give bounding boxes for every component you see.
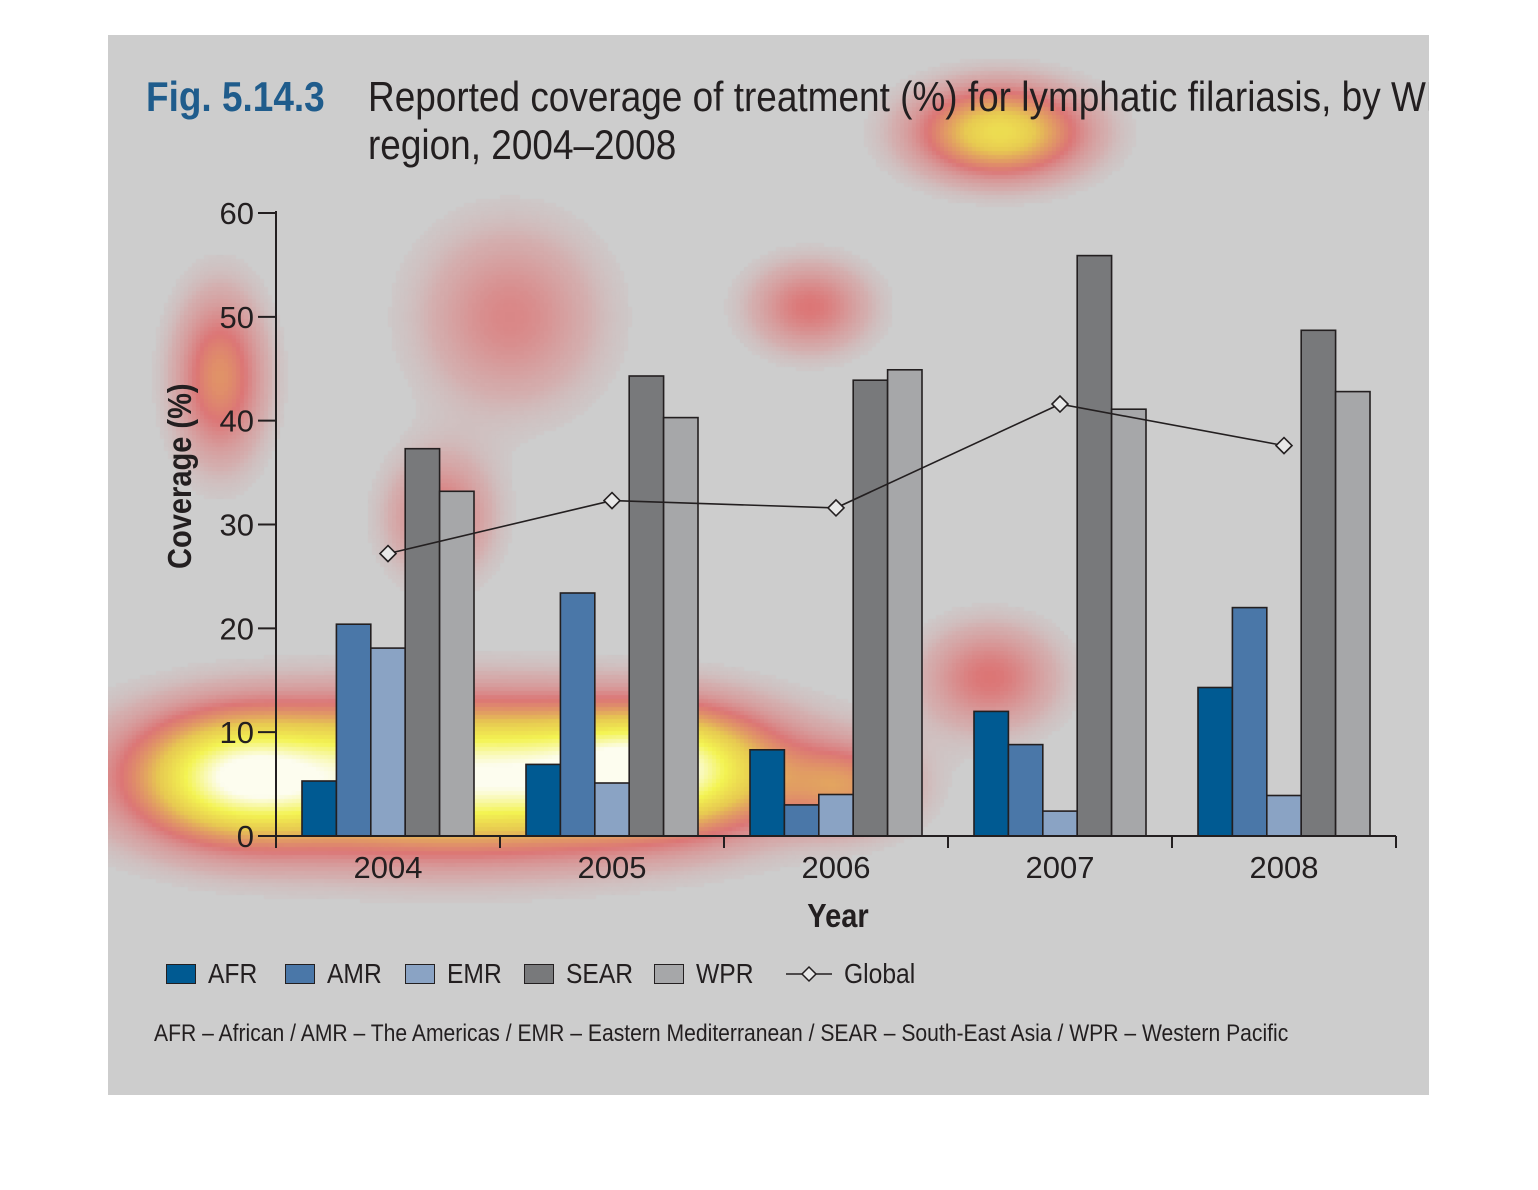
bar-chart: 0 10 20 30 40 50 60 2004 2005 2006 2007 2008 bbox=[220, 196, 1397, 885]
bar-wpr-2005 bbox=[662, 416, 699, 837]
y-tick-label: 0 bbox=[237, 819, 254, 854]
bar-wpr-2004 bbox=[438, 490, 475, 837]
global-line-layer bbox=[378, 394, 1294, 563]
x-tick-label-2004: 2004 bbox=[354, 850, 423, 885]
y-tick-label: 10 bbox=[220, 715, 254, 750]
legend-swatch-wpr bbox=[654, 964, 684, 984]
bar-emr-2008 bbox=[1266, 794, 1303, 837]
attention-heatmap-overlay bbox=[108, 35, 1429, 1095]
legend-label-afr: AFR bbox=[208, 958, 258, 989]
bar-wpr-2006 bbox=[886, 368, 923, 837]
x-tick-label-2008: 2008 bbox=[1250, 850, 1319, 885]
axes-layer: 0 10 20 30 40 50 60 2004 2005 2006 2007 2008 bbox=[220, 196, 1397, 885]
bar-afr-2007 bbox=[973, 710, 1010, 837]
legend-swatch-sear bbox=[524, 964, 554, 984]
bar-wpr-2008 bbox=[1334, 390, 1371, 837]
legend-item-emr: EMR bbox=[405, 957, 509, 991]
x-axis-label: Year bbox=[807, 897, 869, 934]
x-tick-label-2005: 2005 bbox=[578, 850, 647, 885]
legend-item-wpr: WPR bbox=[654, 957, 761, 991]
bars-layer bbox=[301, 254, 1371, 837]
bar-sear-2007 bbox=[1076, 254, 1113, 837]
point-global-2007 bbox=[1050, 394, 1070, 414]
point-global-2004 bbox=[378, 544, 398, 563]
bar-amr-2005 bbox=[559, 592, 596, 837]
legend-swatch-afr bbox=[166, 964, 196, 984]
bar-amr-2008 bbox=[1231, 606, 1268, 837]
bar-amr-2006 bbox=[783, 804, 820, 837]
legend-label-amr: AMR bbox=[327, 958, 382, 989]
x-tick-label-2007: 2007 bbox=[1026, 850, 1095, 885]
point-global-2006 bbox=[826, 498, 846, 518]
legend-item-global: Global bbox=[786, 957, 925, 991]
legend-swatch-amr bbox=[285, 964, 315, 984]
bar-amr-2004 bbox=[335, 623, 372, 837]
legend-label-wpr: WPR bbox=[696, 958, 754, 989]
bar-wpr-2007 bbox=[1110, 408, 1147, 837]
legend-item-afr: AFR bbox=[166, 957, 264, 991]
bar-emr-2004 bbox=[369, 647, 406, 837]
legend-label-global: Global bbox=[844, 958, 916, 989]
y-tick-label: 30 bbox=[220, 508, 254, 543]
legend-label-sear: SEAR bbox=[566, 958, 634, 989]
bar-emr-2005 bbox=[593, 782, 630, 837]
chart-title: Reported coverage of treatment (%) for l… bbox=[368, 73, 1429, 168]
footnote: AFR – African / AMR – The Americas / EMR… bbox=[154, 1020, 1289, 1047]
figure-panel: 0 10 20 30 40 50 60 2004 2005 2006 2007 2008 Fig. 5… bbox=[108, 35, 1429, 1095]
bar-amr-2007 bbox=[1007, 743, 1044, 837]
bar-afr-2005 bbox=[525, 763, 562, 837]
x-tick-label-2006: 2006 bbox=[802, 850, 871, 885]
legend-label-emr: EMR bbox=[447, 958, 502, 989]
bar-emr-2007 bbox=[1041, 810, 1078, 837]
y-tick-label: 40 bbox=[220, 404, 254, 439]
legend-swatch-global bbox=[786, 965, 832, 983]
figure-number: Fig. 5.14.3 bbox=[146, 73, 325, 120]
point-global-2008 bbox=[1274, 436, 1294, 455]
bar-sear-2008 bbox=[1300, 329, 1337, 837]
y-tick-label: 60 bbox=[220, 196, 254, 231]
bar-sear-2006 bbox=[852, 379, 889, 837]
line-global bbox=[387, 403, 1285, 555]
bar-afr-2004 bbox=[301, 780, 338, 837]
y-axis-label: Coverage (%) bbox=[161, 383, 198, 569]
y-tick-label: 20 bbox=[220, 611, 254, 646]
bar-afr-2006 bbox=[749, 748, 786, 837]
bar-afr-2008 bbox=[1197, 686, 1234, 837]
bar-sear-2004 bbox=[404, 447, 441, 837]
bar-sear-2005 bbox=[628, 375, 665, 837]
bar-emr-2006 bbox=[817, 793, 854, 837]
legend-swatch-emr bbox=[405, 964, 435, 984]
point-global-2005 bbox=[602, 491, 622, 510]
legend-item-amr: AMR bbox=[285, 957, 389, 991]
legend-item-sear: SEAR bbox=[524, 957, 642, 991]
y-tick-label: 50 bbox=[220, 300, 254, 335]
